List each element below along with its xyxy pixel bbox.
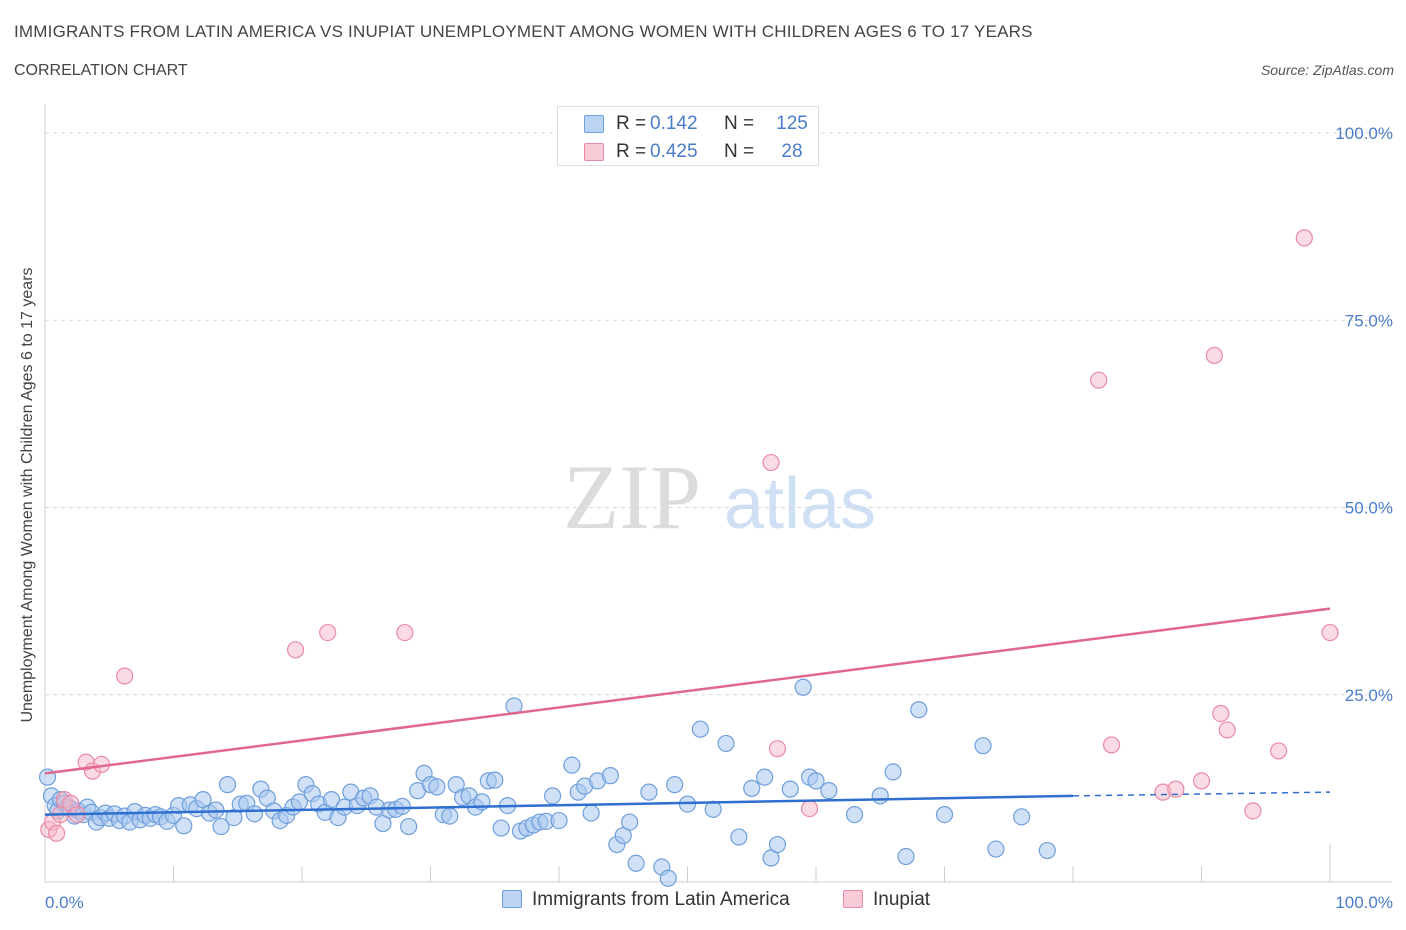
y-tick-label: 25.0%	[1345, 686, 1393, 705]
data-point-immigrants	[807, 772, 825, 790]
data-point-immigrants	[666, 776, 684, 794]
bottom-legend-swatch-blue	[502, 890, 522, 908]
data-point-inupiat	[1205, 346, 1223, 365]
bottom-legend-label-immigrants: Immigrants from Latin America	[532, 889, 790, 910]
legend-n-label: N =	[724, 141, 755, 162]
data-point-inupiat	[396, 623, 414, 642]
source-label: Source: ZipAtlas.com	[1260, 62, 1394, 78]
data-point-immigrants	[563, 756, 581, 774]
series-inupiat-points	[40, 229, 1339, 842]
data-point-inupiat	[1269, 742, 1288, 760]
trend-line-inupiat	[44, 607, 1331, 775]
data-point-immigrants	[322, 791, 341, 809]
y-tick-label: 100.0%	[1335, 124, 1393, 143]
data-point-immigrants	[755, 768, 774, 786]
data-point-immigrants	[987, 840, 1005, 858]
bottom-legend-immigrants: Immigrants from Latin America	[502, 889, 790, 911]
data-point-inupiat	[47, 824, 66, 842]
data-point-immigrants	[820, 782, 838, 800]
data-point-immigrants	[218, 776, 237, 794]
data-point-inupiat	[1321, 623, 1339, 642]
legend-swatch-blue	[584, 115, 604, 133]
x-tick-label: 100.0%	[1335, 893, 1393, 912]
data-point-inupiat	[1212, 704, 1230, 723]
data-point-immigrants	[621, 813, 639, 831]
bottom-legend-label-inupiat: Inupiat	[873, 889, 931, 910]
data-point-inupiat	[1167, 780, 1185, 798]
series-immigrants-points	[38, 678, 1056, 887]
data-point-immigrants	[974, 737, 992, 755]
data-point-immigrants	[730, 828, 748, 846]
bottom-legend-swatch-pink	[843, 890, 863, 908]
data-point-immigrants	[393, 797, 411, 815]
data-point-immigrants	[640, 783, 658, 801]
data-point-immigrants	[691, 720, 709, 738]
chart-title: IMMIGRANTS FROM LATIN AMERICA VS INUPIAT…	[14, 22, 1033, 41]
data-point-immigrants	[659, 869, 677, 887]
data-point-inupiat	[1102, 736, 1121, 754]
data-point-immigrants	[627, 854, 645, 872]
data-point-inupiat	[1244, 802, 1262, 820]
chart-subtitle: CORRELATION CHART	[14, 62, 188, 79]
legend-r-value: 0.142	[650, 113, 698, 134]
data-point-inupiat	[800, 799, 819, 818]
data-point-immigrants	[582, 804, 600, 822]
watermark-zip: ZIP	[563, 446, 701, 548]
legend-n-label: N =	[724, 113, 755, 134]
data-point-immigrants	[768, 835, 787, 854]
grid-lines	[45, 132, 1392, 696]
data-point-immigrants	[717, 734, 735, 753]
legend-r-value: 0.425	[650, 141, 698, 162]
trend-lines	[44, 607, 1331, 816]
data-point-immigrants	[428, 778, 446, 796]
data-point-immigrants	[1012, 808, 1031, 826]
tick-labels: 25.0% 50.0% 75.0% 100.0% 0.0% 100.0%	[45, 124, 1393, 912]
data-point-immigrants	[543, 787, 562, 805]
legend-swatch-pink	[584, 143, 604, 161]
data-point-inupiat	[1218, 721, 1236, 739]
trend-line-immigrants	[44, 794, 1074, 816]
data-point-immigrants	[486, 771, 504, 789]
data-point-inupiat	[1295, 229, 1313, 247]
data-point-immigrants	[910, 701, 928, 719]
legend-r-label: R =	[616, 113, 647, 134]
y-tick-label: 75.0%	[1345, 311, 1393, 330]
correlation-legend: R = 0.142 N = 125 R = 0.425 N = 28	[557, 106, 819, 166]
data-point-immigrants	[601, 767, 620, 785]
data-point-inupiat	[1090, 371, 1108, 389]
data-point-immigrants	[550, 811, 568, 830]
bottom-legend-inupiat: Inupiat	[843, 889, 930, 911]
x-tick-label: 0.0%	[45, 893, 84, 912]
data-point-immigrants	[492, 819, 510, 837]
data-point-immigrants	[212, 817, 230, 836]
data-point-immigrants	[845, 805, 864, 824]
trend-line-immigrants-extension	[1072, 791, 1331, 797]
watermark-atlas: atlas	[724, 464, 876, 544]
data-point-inupiat	[116, 667, 134, 685]
data-point-inupiat	[768, 740, 787, 758]
data-point-immigrants	[175, 817, 193, 835]
legend-n-value: 125	[776, 113, 808, 134]
data-point-immigrants	[245, 805, 264, 823]
legend-r-label: R =	[616, 141, 647, 162]
data-point-immigrants	[400, 817, 418, 836]
data-point-inupiat	[762, 453, 780, 472]
data-point-immigrants	[794, 678, 812, 696]
data-point-immigrants	[897, 847, 915, 866]
data-point-immigrants	[781, 780, 799, 798]
data-point-inupiat	[319, 623, 337, 642]
data-point-immigrants	[884, 763, 902, 781]
data-point-immigrants	[935, 805, 954, 824]
axes	[44, 104, 1392, 883]
data-point-immigrants	[743, 779, 761, 797]
y-tick-label: 50.0%	[1345, 499, 1393, 518]
data-point-immigrants	[207, 801, 225, 819]
legend-n-value: 28	[781, 141, 803, 162]
data-point-immigrants	[1038, 841, 1056, 860]
data-point-inupiat	[286, 641, 305, 659]
data-point-inupiat	[1192, 772, 1211, 790]
data-point-immigrants	[441, 807, 459, 825]
data-point-immigrants	[871, 787, 889, 805]
